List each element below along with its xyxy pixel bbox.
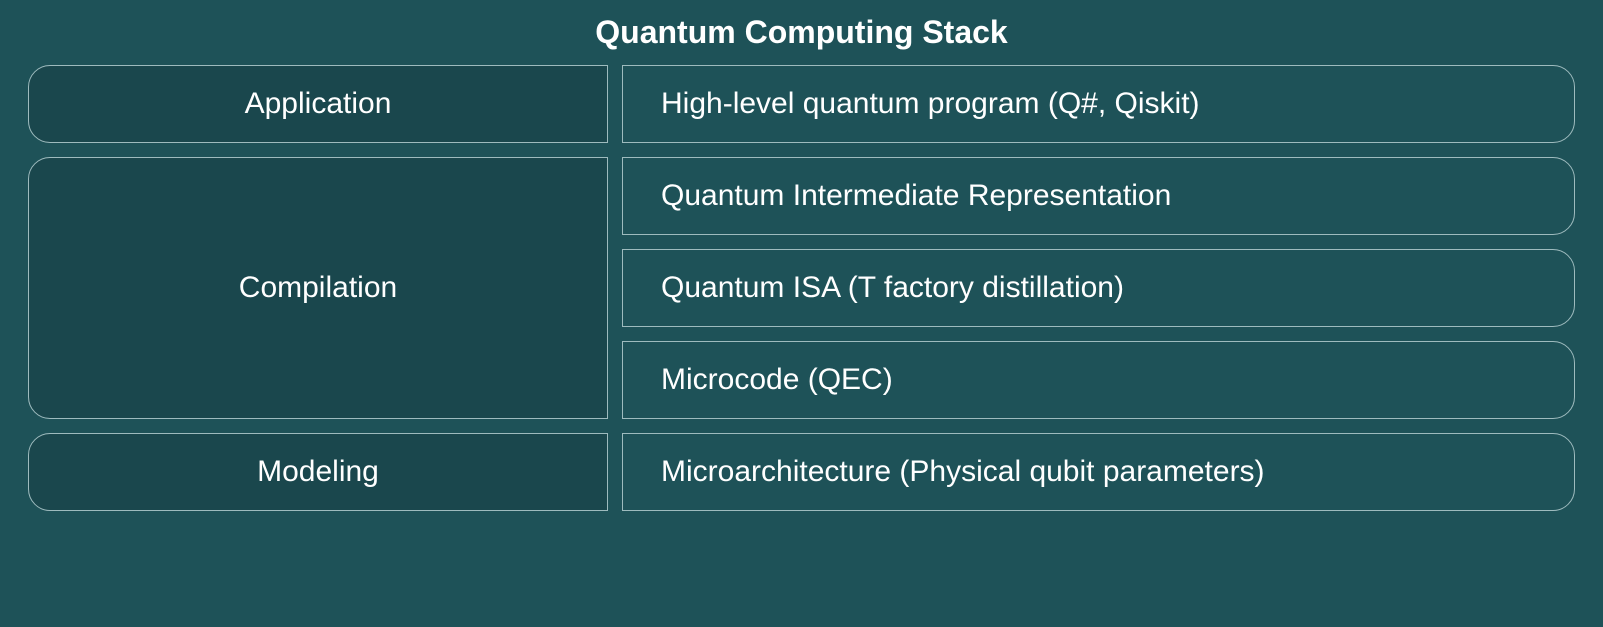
stack-items: Quantum Intermediate Representation Quant… [622, 157, 1575, 419]
stack-category: Modeling [28, 433, 608, 511]
stack-diagram: Quantum Computing Stack ApplicationHigh-… [0, 0, 1603, 627]
stack-item: High-level quantum program (Q#, Qiskit) [622, 65, 1575, 143]
stack-item: Quantum Intermediate Representation [622, 157, 1575, 235]
stack-item: Microcode (QEC) [622, 341, 1575, 419]
stack-items: High-level quantum program (Q#, Qiskit) [622, 65, 1575, 143]
stack-category: Compilation [28, 157, 608, 419]
stack-item: Microarchitecture (Physical qubit parame… [622, 433, 1575, 511]
diagram-title: Quantum Computing Stack [28, 14, 1575, 51]
stack-category: Application [28, 65, 608, 143]
stack-item: Quantum ISA (T factory distillation) [622, 249, 1575, 327]
stack-row: ModelingMicroarchitecture (Physical qubi… [28, 433, 1575, 511]
stack-row: CompilationQuantum Intermediate Represen… [28, 157, 1575, 419]
stack-row: ApplicationHigh-level quantum program (Q… [28, 65, 1575, 143]
stack-items: Microarchitecture (Physical qubit parame… [622, 433, 1575, 511]
diagram-rows: ApplicationHigh-level quantum program (Q… [28, 65, 1575, 603]
